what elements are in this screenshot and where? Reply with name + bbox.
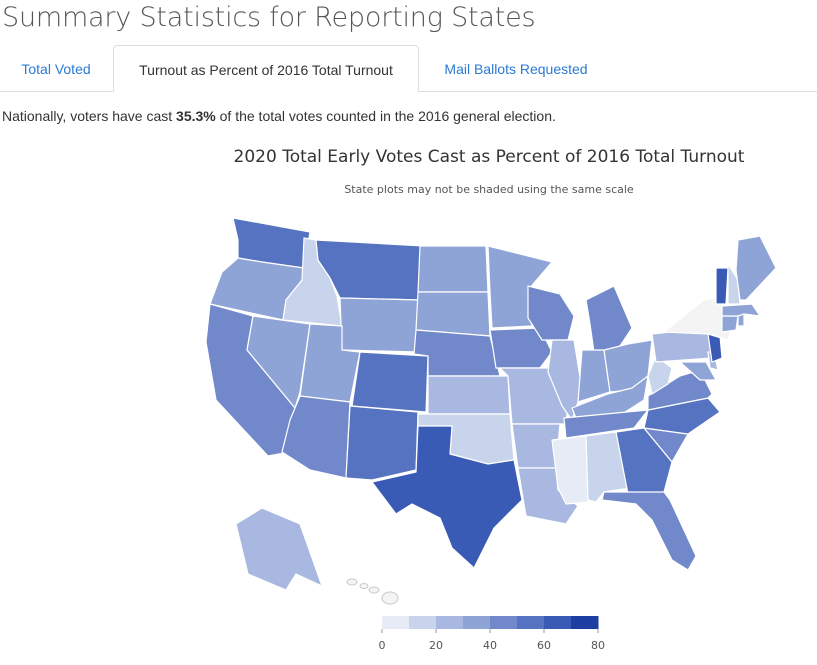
summary-prefix: Nationally, voters have cast [2,108,177,124]
legend-swatch [571,616,599,629]
state-co[interactable] [351,351,429,413]
legend-tick-label: 80 [591,639,605,652]
state-hi-island[interactable] [368,586,380,594]
legend-tick-label: 60 [537,639,551,652]
legend-swatch [544,616,572,629]
tab-total-voted[interactable]: Total Voted [21,61,91,77]
state-hi-island[interactable] [346,578,358,586]
state-nd[interactable] [417,245,489,293]
national-summary: Nationally, voters have cast 35.3% of th… [2,108,556,124]
state-fl[interactable] [601,491,697,571]
state-wy[interactable] [339,297,421,353]
state-tx[interactable] [371,425,523,569]
legend-swatch [490,616,518,629]
legend-swatch [463,616,491,629]
state-mi[interactable] [585,285,633,353]
page-title: Summary Statistics for Reporting States [2,2,536,33]
state-nm[interactable] [345,405,419,481]
state-nv[interactable] [246,315,311,409]
map-title: 2020 Total Early Votes Cast as Percent o… [233,147,745,167]
state-ks[interactable] [427,375,511,415]
states-layer [205,217,777,605]
state-ms[interactable] [551,435,589,505]
state-nh[interactable] [727,263,741,305]
state-ia[interactable] [489,327,553,369]
state-ak[interactable] [235,507,323,591]
tab-mail-ballots[interactable]: Mail Ballots Requested [444,61,588,77]
legend-tick-label: 40 [483,639,497,652]
state-ma[interactable] [721,303,761,317]
color-legend: 0 20 40 60 80 [379,616,605,652]
state-hi-island[interactable] [381,591,399,605]
state-va[interactable] [647,369,713,411]
map-subtitle: State plots may not be shaded using the … [344,183,634,196]
state-az[interactable] [281,395,351,479]
legend-tick-label: 0 [379,639,386,652]
summary-suffix: of the total votes counted in the 2016 g… [215,108,556,124]
legend-swatch [382,616,410,629]
state-sd[interactable] [415,291,491,337]
state-ct[interactable] [721,315,739,333]
state-mn[interactable] [487,245,553,329]
legend-tick-label: 20 [429,639,443,652]
legend-swatch [409,616,437,629]
legend-swatch [517,616,545,629]
state-hi-island[interactable] [359,583,369,589]
legend-swatch [436,616,464,629]
state-tn[interactable] [563,409,649,439]
state-vt[interactable] [715,267,729,305]
state-me[interactable] [735,235,777,301]
state-ga[interactable] [615,427,673,495]
tab-bar: Total Voted Turnout as Percent of 2016 T… [0,45,817,92]
summary-value: 35.3% [176,108,216,124]
tab-turnout-percent[interactable]: Turnout as Percent of 2016 Total Turnout [113,45,419,92]
state-wv[interactable] [647,355,673,395]
state-md[interactable] [679,361,717,381]
